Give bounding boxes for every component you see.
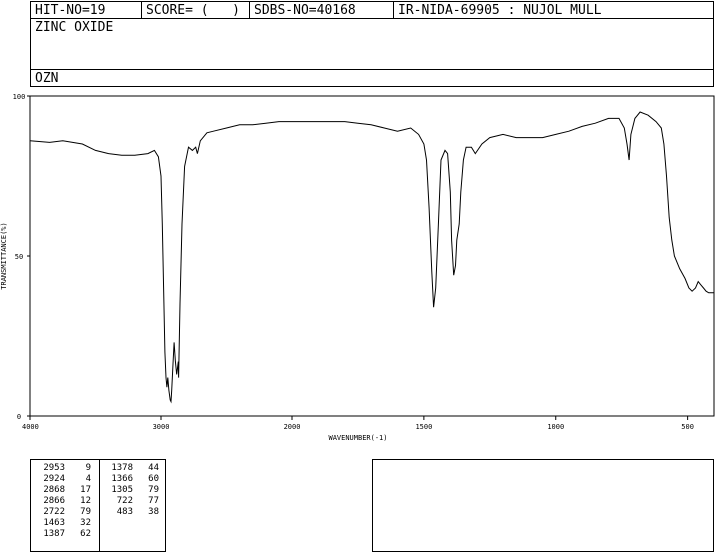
compound-name: ZINC OXIDE <box>35 20 114 35</box>
score-value: ( ) <box>200 3 240 18</box>
peak-wavenumber: 1463 <box>43 518 65 528</box>
peak-wavenumber: 483 <box>116 507 133 517</box>
peak-wavenumber: 1387 <box>43 529 65 539</box>
header-bar: HIT-NO=19 SCORE= ( ) SDBS-NO=40168 IR-NI… <box>30 1 714 19</box>
y-axis-label: TRANSMITTANCE(%) <box>0 222 8 289</box>
peak-row: 1378 44 <box>105 463 163 474</box>
peak-wavenumber: 2868 <box>43 485 65 495</box>
peak-transmittance: 12 <box>80 496 91 506</box>
peak-row: 1387 62 <box>37 529 95 540</box>
peak-transmittance: 4 <box>85 474 91 484</box>
spectrum-line <box>29 111 714 404</box>
hit-number: HIT-NO=19 <box>31 2 142 19</box>
peak-transmittance: 32 <box>80 518 91 528</box>
x-tick-label: 3000 <box>153 423 170 431</box>
peak-row: 2868 17 <box>37 485 95 496</box>
peak-row: 1305 79 <box>105 485 163 496</box>
peak-wavenumber: 1378 <box>111 463 133 473</box>
x-tick-label: 1500 <box>415 423 432 431</box>
sdbs-number: SDBS-NO=40168 <box>250 2 394 19</box>
peak-row: 1366 60 <box>105 474 163 485</box>
x-tick-label: 500 <box>681 423 694 431</box>
plot-frame <box>29 95 715 417</box>
compound-name-box: ZINC OXIDE <box>30 18 714 70</box>
peak-transmittance: 77 <box>148 496 159 506</box>
peak-column-right: 1378 44 1366 60 1305 79 722 77 483 38 <box>105 463 163 518</box>
peak-wavenumber: 1366 <box>111 474 133 484</box>
peak-transmittance: 60 <box>148 474 159 484</box>
peak-table-divider <box>99 460 100 551</box>
peak-transmittance: 79 <box>80 507 91 517</box>
x-tick-label: 4000 <box>22 423 39 431</box>
score-label: SCORE= <box>146 3 193 18</box>
peak-row: 483 38 <box>105 507 163 518</box>
peak-wavenumber: 2866 <box>43 496 65 506</box>
peak-transmittance: 9 <box>85 463 91 473</box>
formula: OZN <box>35 71 59 86</box>
y-tick-label: 50 <box>15 253 23 261</box>
formula-box: OZN <box>30 69 714 87</box>
peak-wavenumber: 2722 <box>43 507 65 517</box>
peak-row: 2924 4 <box>37 474 95 485</box>
peak-transmittance: 38 <box>148 507 159 517</box>
peak-wavenumber: 2924 <box>43 474 65 484</box>
peak-transmittance: 44 <box>148 463 159 473</box>
y-tick-label: 0 <box>17 413 21 421</box>
peak-column-left: 2953 9 2924 4 2868 17 2866 12 2722 79 1463 32 1387 62 <box>37 463 95 540</box>
ir-info: IR-NIDA-69905 : NUJOL MULL <box>398 3 602 18</box>
peak-row: 2722 79 <box>37 507 95 518</box>
empty-info-box <box>372 459 714 552</box>
score-field: SCORE= ( ) <box>142 2 250 19</box>
x-axis-label: WAVENUMBER(-1) <box>328 434 387 442</box>
peak-table: 2953 9 2924 4 2868 17 2866 12 2722 79 1463 32 1387 62… <box>30 459 166 552</box>
y-tick-label: 100 <box>13 93 26 101</box>
peak-row: 2953 9 <box>37 463 95 474</box>
peak-wavenumber: 1305 <box>111 485 133 495</box>
peak-wavenumber: 722 <box>116 496 133 506</box>
peak-transmittance: 17 <box>80 485 91 495</box>
peak-row: 1463 32 <box>37 518 95 529</box>
x-tick-label: 1000 <box>547 423 564 431</box>
peak-transmittance: 62 <box>80 529 91 539</box>
x-tick-label: 2000 <box>284 423 301 431</box>
peak-row: 722 77 <box>105 496 163 507</box>
peak-wavenumber: 2953 <box>43 463 65 473</box>
peak-transmittance: 79 <box>148 485 159 495</box>
peak-row: 2866 12 <box>37 496 95 507</box>
